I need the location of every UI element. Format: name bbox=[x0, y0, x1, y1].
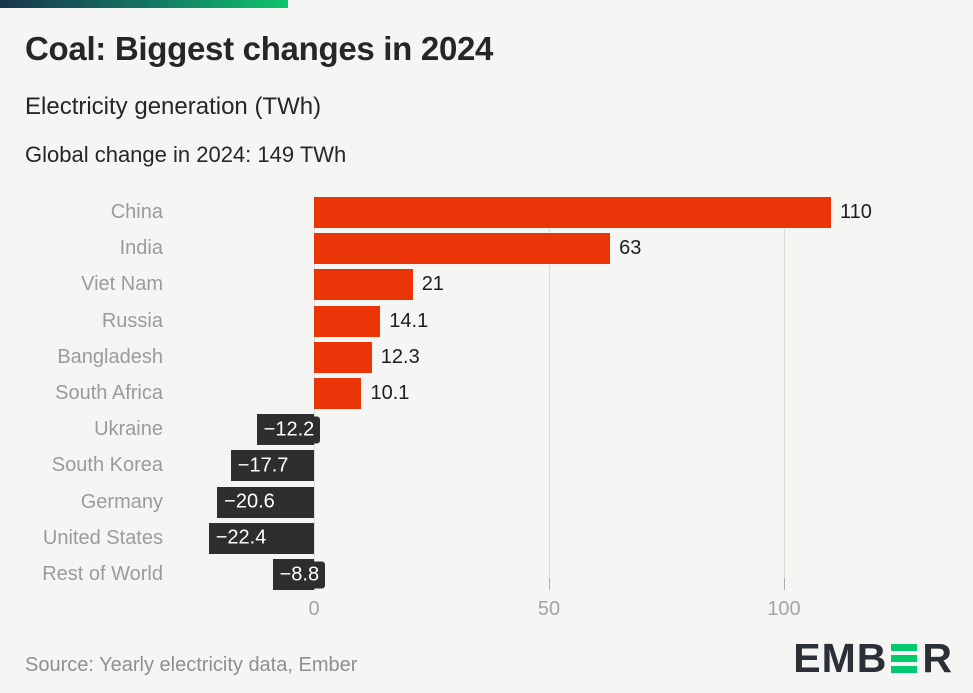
negative-bar: −20.6 bbox=[217, 486, 314, 518]
value-label: −22.4 bbox=[215, 524, 273, 552]
value-label: 14.1 bbox=[389, 309, 429, 332]
category-label: Rest of World bbox=[42, 563, 163, 585]
x-gridline bbox=[549, 196, 550, 590]
category-label: China bbox=[110, 201, 163, 223]
ember-logo-text-prefix: EMB bbox=[793, 635, 888, 681]
ember-logo-green-bar bbox=[891, 655, 918, 662]
ember-logo-green-bar bbox=[891, 666, 918, 673]
chart-subtitle: Electricity generation (TWh) bbox=[25, 93, 322, 120]
category-label: Ukraine bbox=[94, 418, 163, 441]
value-label: −20.6 bbox=[224, 488, 281, 516]
ember-logo-green-e-icon bbox=[891, 644, 918, 673]
positive-bar bbox=[314, 378, 362, 409]
positive-bar bbox=[314, 197, 831, 228]
source-text: Source: Yearly electricity data, Ember bbox=[25, 654, 358, 676]
x-axis-tick bbox=[549, 578, 550, 590]
category-label: Russia bbox=[101, 309, 163, 332]
page-title: Coal: Biggest changes in 2024 bbox=[25, 30, 494, 67]
value-label: 12.3 bbox=[380, 345, 420, 368]
x-axis-tick bbox=[784, 578, 785, 590]
value-label: 63 bbox=[619, 237, 642, 260]
category-label: Germany bbox=[80, 490, 163, 513]
negative-bar: −22.4 bbox=[208, 522, 314, 554]
positive-bar bbox=[314, 341, 372, 373]
brand-gradient-bar bbox=[0, 0, 288, 8]
category-label: Viet Nam bbox=[81, 273, 163, 296]
x-tick-label: 100 bbox=[767, 598, 801, 620]
category-label: South Korea bbox=[51, 454, 163, 477]
x-tick-label: 0 bbox=[308, 598, 320, 620]
value-label: 10.1 bbox=[370, 382, 410, 404]
value-label: −17.7 bbox=[237, 452, 295, 480]
ember-logo: EMB R bbox=[793, 635, 953, 681]
x-gridline bbox=[784, 196, 785, 590]
value-label: −8.8 bbox=[279, 561, 326, 588]
negative-bar: −12.2 bbox=[256, 414, 321, 446]
positive-bar bbox=[314, 305, 381, 337]
positive-bar bbox=[314, 269, 413, 301]
category-label: Bangladesh bbox=[57, 345, 163, 368]
value-label: −12.2 bbox=[263, 416, 321, 444]
value-label: 110 bbox=[840, 201, 872, 223]
chart-annotation: Global change in 2024: 149 TWh bbox=[25, 142, 347, 167]
category-label: India bbox=[119, 237, 163, 260]
x-tick-label: 50 bbox=[537, 598, 561, 620]
ember-logo-text-suffix: R bbox=[922, 635, 953, 681]
category-label: United States bbox=[42, 526, 163, 549]
negative-bar: −17.7 bbox=[230, 450, 314, 482]
category-label: South Africa bbox=[55, 382, 163, 404]
ember-logo-green-bar bbox=[891, 644, 918, 651]
positive-bar bbox=[314, 233, 611, 265]
negative-bar: −8.8 bbox=[272, 559, 326, 590]
value-label: 21 bbox=[421, 273, 444, 296]
